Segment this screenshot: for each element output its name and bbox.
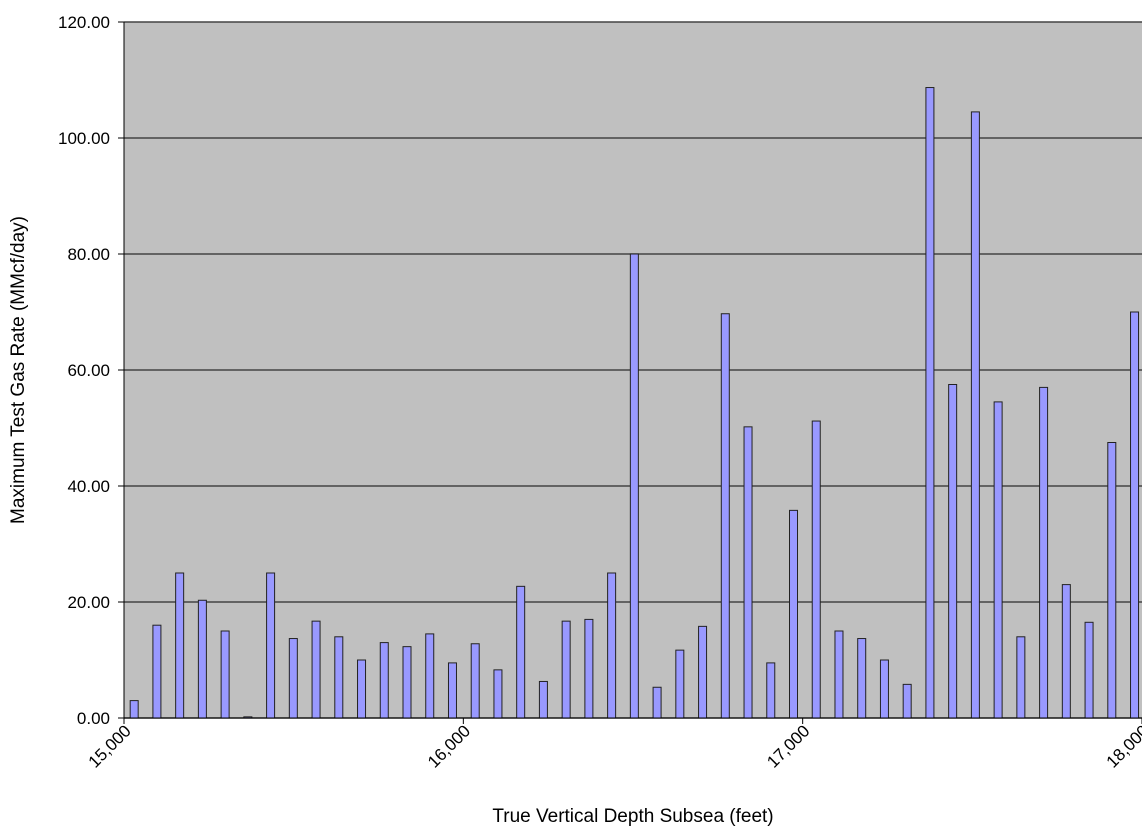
bar — [993, 401, 1003, 719]
bar — [516, 585, 526, 719]
y-tick-label: 120.00 — [58, 13, 110, 32]
x-axis-title: True Vertical Depth Subsea (feet) — [492, 806, 773, 827]
bar — [857, 638, 867, 719]
x-tick-label: 15,000 — [85, 721, 135, 771]
bar — [789, 509, 799, 719]
bar — [720, 313, 730, 719]
y-tick-label: 60.00 — [67, 361, 110, 380]
bar — [447, 662, 457, 719]
y-tick-label: 100.00 — [58, 129, 110, 148]
bar — [879, 659, 889, 719]
bar — [1084, 621, 1094, 719]
x-tick-label: 16,000 — [424, 721, 474, 771]
bar — [948, 384, 958, 719]
x-tick-label: 18,000 — [1103, 721, 1142, 771]
bar — [675, 649, 685, 719]
bar — [925, 87, 935, 719]
bar — [607, 572, 617, 719]
bar — [379, 642, 389, 719]
bar — [425, 633, 435, 719]
y-tick-label: 20.00 — [67, 593, 110, 612]
bar — [1107, 442, 1117, 719]
bar — [1039, 386, 1049, 719]
bar — [288, 638, 298, 719]
bar — [902, 683, 912, 719]
y-tick-label: 40.00 — [67, 477, 110, 496]
bar — [152, 624, 162, 719]
bar — [357, 659, 367, 719]
bar — [698, 625, 708, 719]
bar — [493, 669, 503, 719]
bar — [470, 643, 480, 719]
bar — [266, 572, 276, 719]
bar — [811, 420, 821, 719]
bar — [538, 680, 548, 719]
bar — [766, 662, 776, 719]
y-tick-label: 80.00 — [67, 245, 110, 264]
bar — [584, 618, 594, 719]
bar — [652, 686, 662, 719]
bar — [834, 630, 844, 719]
x-tick-label: 17,000 — [763, 721, 813, 771]
bar — [629, 253, 639, 719]
bar — [402, 646, 412, 719]
bar — [561, 620, 571, 719]
bar — [197, 599, 207, 719]
bar — [220, 630, 230, 719]
bar — [311, 620, 321, 719]
bar — [334, 636, 344, 719]
bar — [1016, 636, 1026, 719]
bar — [175, 572, 185, 719]
bar — [743, 426, 753, 719]
y-axis-title: Maximum Test Gas Rate (MMcf/day) — [8, 216, 29, 524]
y-tick-label: 0.00 — [77, 709, 110, 728]
bar — [1061, 584, 1071, 719]
bar — [970, 111, 980, 719]
bar — [129, 700, 139, 719]
bar — [1130, 311, 1140, 719]
